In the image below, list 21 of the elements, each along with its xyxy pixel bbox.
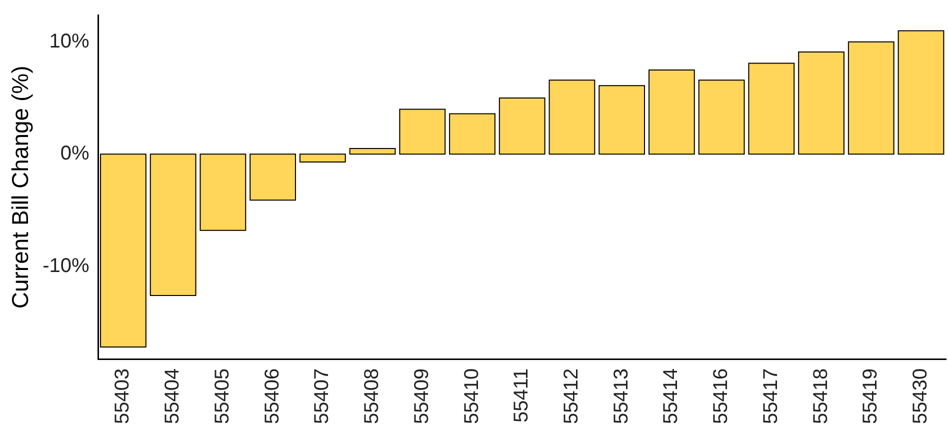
x-tick-label: 55417 xyxy=(760,368,782,424)
x-tick-label: 55405 xyxy=(211,368,234,424)
x-tick-label: 55416 xyxy=(710,368,732,424)
x-tick-label: 55407 xyxy=(311,368,334,424)
x-tick-label: 55430 xyxy=(910,368,932,424)
x-tick-label: 55412 xyxy=(560,368,582,424)
x-tick-label: 55413 xyxy=(610,368,632,424)
x-tick-label: 55414 xyxy=(660,368,682,424)
x-tick-label: 55404 xyxy=(162,368,184,424)
x-tick-label: 55410 xyxy=(460,368,483,424)
x-tick-label: 55409 xyxy=(410,368,433,424)
x-tick-label: 55411 xyxy=(510,368,533,423)
x-tick-label: 55406 xyxy=(261,368,284,424)
x-tick-label: 55419 xyxy=(860,368,882,424)
y-tick-label: 10% xyxy=(49,30,90,52)
x-tick-label: 55408 xyxy=(361,368,384,424)
y-tick-label: -10% xyxy=(42,254,90,277)
x-tick-label: 55418 xyxy=(810,368,832,424)
x-tick-label: 55403 xyxy=(112,368,134,424)
y-axis-title: Current Bill Change (%) xyxy=(7,66,34,309)
y-tick-label: 0% xyxy=(60,142,90,165)
